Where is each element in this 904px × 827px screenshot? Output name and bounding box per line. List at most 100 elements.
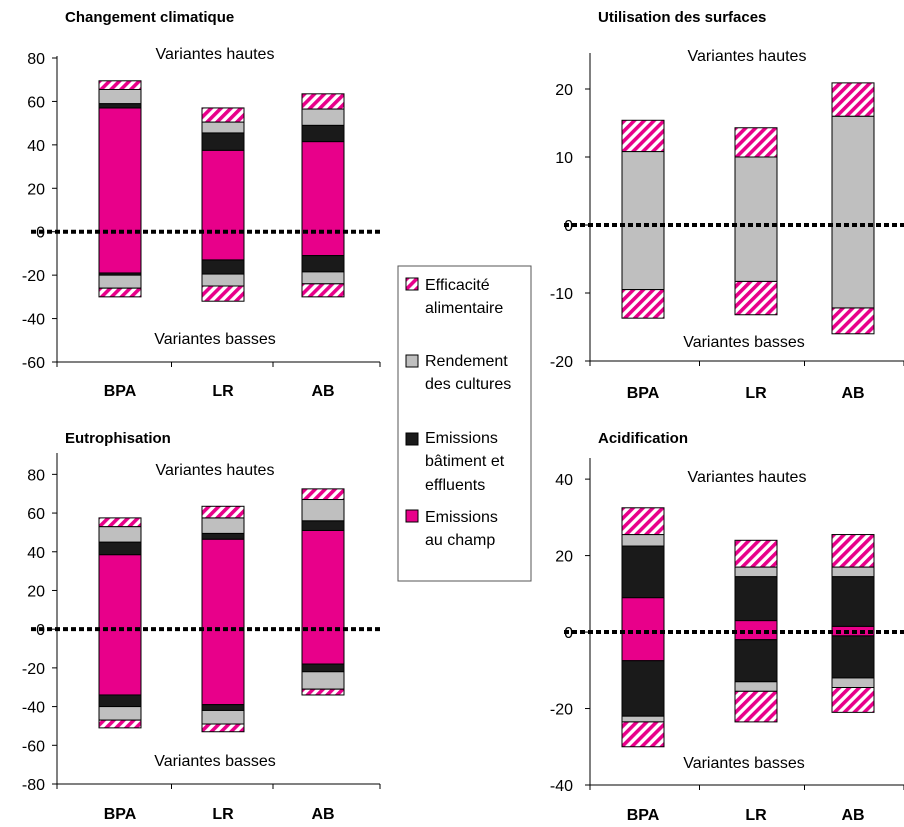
bar-segment-rendement	[734, 156, 778, 282]
bar-segment-champ	[201, 149, 245, 261]
bar-segment-batiment	[201, 704, 245, 711]
bar-segment-rendement	[201, 121, 245, 134]
legend-label: Rendement	[425, 353, 508, 370]
bar-segment-efficacite	[201, 723, 245, 733]
annotation-variantes-hautes: Variantes hautes	[688, 469, 807, 486]
bar-segment-efficacite	[301, 488, 345, 501]
bar-segment-rendement	[734, 566, 778, 578]
bar-segment-champ	[621, 597, 665, 662]
bar-segment-efficacite	[201, 505, 245, 519]
bar-segment-batiment	[301, 520, 345, 531]
bar-segment-batiment	[734, 576, 778, 622]
bar-segment-efficacite	[621, 289, 665, 319]
bar-segment-rendement	[201, 517, 245, 534]
annotation-variantes-basses: Variantes basses	[154, 753, 276, 770]
category-label: LR	[745, 385, 767, 402]
bar-segment-champ	[301, 141, 345, 257]
bar-segment-rendement	[201, 273, 245, 287]
bar-segment-rendement	[301, 499, 345, 522]
bar-segment-efficacite	[621, 507, 665, 536]
bar-segment-batiment	[301, 124, 345, 143]
y-tick-label: -40	[550, 778, 573, 795]
chart-title: Utilisation des surfaces	[598, 9, 766, 26]
bar-segment-efficacite	[734, 127, 778, 158]
annotation-variantes-basses: Variantes basses	[154, 331, 276, 348]
bar-segment-champ	[201, 538, 245, 706]
bar-segment-efficacite	[831, 687, 875, 713]
y-tick-label: 40	[27, 545, 45, 562]
legend-label: effluents	[425, 477, 485, 494]
bar-segment-rendement	[301, 271, 345, 285]
bar-segment-batiment	[201, 259, 245, 275]
bar-segment-batiment	[831, 635, 875, 679]
bar-segment-efficacite	[98, 80, 142, 90]
bar-segment-efficacite	[301, 283, 345, 298]
legend-label: Emissions	[425, 509, 498, 526]
bar-segment-rendement	[201, 709, 245, 725]
bar-segment-efficacite	[301, 688, 345, 696]
bar-segment-efficacite	[734, 690, 778, 723]
y-tick-label: 20	[27, 181, 45, 198]
legend-box	[397, 265, 532, 582]
y-tick-label: -20	[550, 702, 573, 719]
bar-segment-batiment	[301, 663, 345, 673]
bar-segment-rendement	[734, 681, 778, 692]
y-tick-label: 10	[555, 150, 573, 167]
category-label: LR	[212, 806, 234, 823]
legend-swatch-champ	[405, 509, 419, 523]
bar-segment-rendement	[301, 671, 345, 690]
y-tick-label: 20	[555, 549, 573, 566]
annotation-variantes-hautes: Variantes hautes	[688, 48, 807, 65]
chart-panel-2: Eutrophisation-80-60-40-20020406080BPALR…	[22, 430, 381, 823]
y-tick-label: 40	[27, 138, 45, 155]
bar-segment-batiment	[98, 694, 142, 708]
legend-swatch-batiment	[405, 432, 419, 446]
bar-segment-efficacite	[621, 119, 665, 153]
chart-title: Changement climatique	[65, 9, 234, 26]
y-tick-label: 60	[27, 94, 45, 111]
bar-segment-efficacite	[201, 285, 245, 302]
bar-segment-rendement	[301, 108, 345, 126]
annotation-variantes-basses: Variantes basses	[683, 334, 805, 351]
y-tick-label: -10	[550, 286, 573, 303]
chart-title: Eutrophisation	[65, 430, 171, 447]
bar-segment-efficacite	[98, 517, 142, 528]
y-tick-label: -20	[22, 268, 45, 285]
bar-segment-batiment	[621, 545, 665, 599]
legend-swatch-efficacite	[405, 277, 419, 291]
category-label: BPA	[104, 806, 137, 823]
y-tick-label: 40	[555, 472, 573, 489]
bar-segment-efficacite	[831, 82, 875, 117]
y-tick-label: -40	[22, 700, 45, 717]
bar-segment-batiment	[831, 576, 875, 627]
bar-segment-batiment	[734, 639, 778, 683]
bar-segment-batiment	[621, 660, 665, 717]
bar-segment-rendement	[98, 526, 142, 543]
category-label: BPA	[627, 385, 660, 402]
category-label: AB	[841, 807, 864, 824]
y-tick-label: 20	[27, 583, 45, 600]
bar-segment-rendement	[621, 534, 665, 547]
y-tick-label: -60	[22, 738, 45, 755]
bar-segment-rendement	[831, 115, 875, 309]
bar-segment-batiment	[98, 103, 142, 109]
bar-segment-efficacite	[734, 280, 778, 316]
bar-segment-rendement	[621, 151, 665, 291]
bar-segment-rendement	[98, 274, 142, 289]
y-tick-label: -80	[22, 777, 45, 794]
category-label: BPA	[627, 807, 660, 824]
y-tick-label: 20	[555, 82, 573, 99]
bar-segment-batiment	[201, 532, 245, 540]
bar-segment-efficacite	[831, 307, 875, 335]
bar-segment-efficacite	[98, 719, 142, 729]
y-tick-label: 80	[27, 467, 45, 484]
bar-segment-champ	[301, 529, 345, 665]
legend-label: Efficacité	[425, 277, 490, 294]
legend-label: des cultures	[425, 376, 511, 393]
bar-segment-rendement	[831, 566, 875, 578]
category-label: AB	[311, 383, 334, 400]
category-label: LR	[212, 383, 234, 400]
y-tick-label: -60	[22, 355, 45, 372]
bar-segment-rendement	[98, 706, 142, 721]
